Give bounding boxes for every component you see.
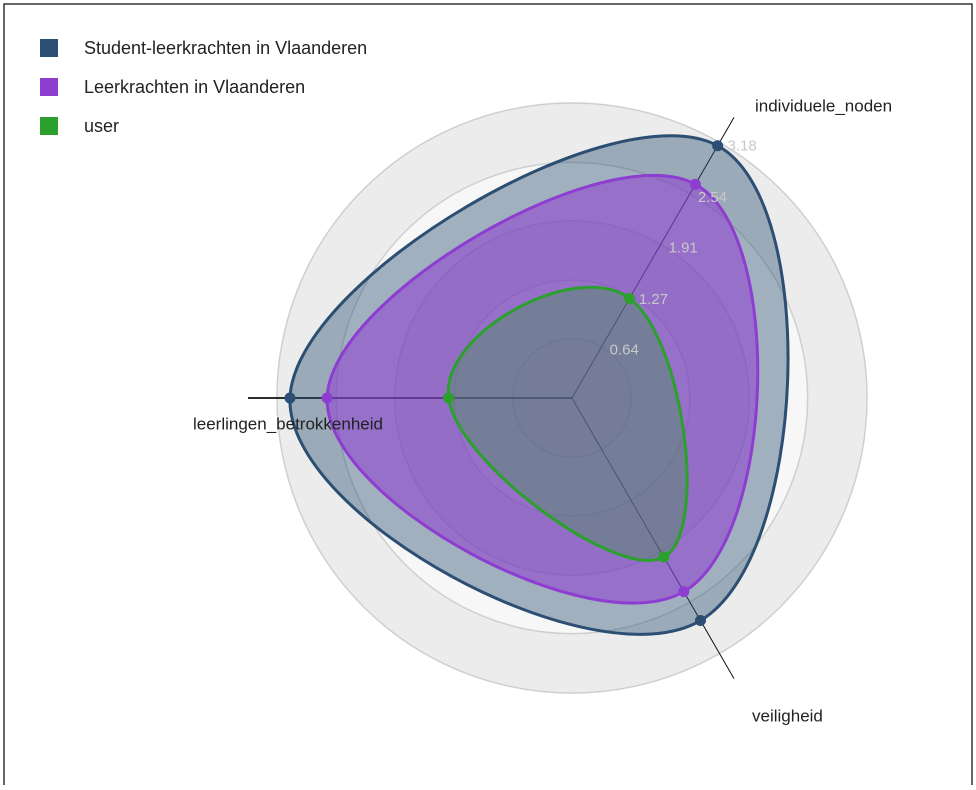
radar-point bbox=[321, 392, 333, 404]
axis-label: leerlingen_betrokkenheid bbox=[193, 414, 383, 433]
radar-point bbox=[624, 292, 636, 304]
legend-swatch bbox=[40, 117, 58, 135]
radar-point bbox=[712, 140, 724, 152]
radar-point bbox=[284, 392, 296, 404]
axis-label: veiligheid bbox=[752, 706, 823, 725]
r-tick-label: 2.54 bbox=[698, 189, 727, 206]
r-tick-label: 1.91 bbox=[669, 240, 698, 257]
radar-point bbox=[443, 392, 455, 404]
r-tick-label: 3.18 bbox=[728, 137, 757, 154]
legend-swatch bbox=[40, 78, 58, 96]
legend-label: Leerkrachten in Vlaanderen bbox=[84, 77, 305, 97]
frame bbox=[3, 3, 973, 785]
radar-point bbox=[694, 615, 706, 627]
radar-point bbox=[658, 551, 670, 563]
r-tick-label: 0.64 bbox=[610, 342, 639, 359]
radar-point bbox=[689, 178, 701, 190]
legend-label: user bbox=[84, 116, 119, 136]
legend-label: Student-leerkrachten in Vlaanderen bbox=[84, 38, 367, 58]
legend-swatch bbox=[40, 39, 58, 57]
r-tick-label: 1.27 bbox=[639, 291, 668, 308]
radar-area bbox=[447, 285, 689, 562]
radar-point bbox=[678, 586, 690, 598]
axis-label: individuele_noden bbox=[755, 96, 892, 115]
radar-area bbox=[325, 173, 760, 605]
